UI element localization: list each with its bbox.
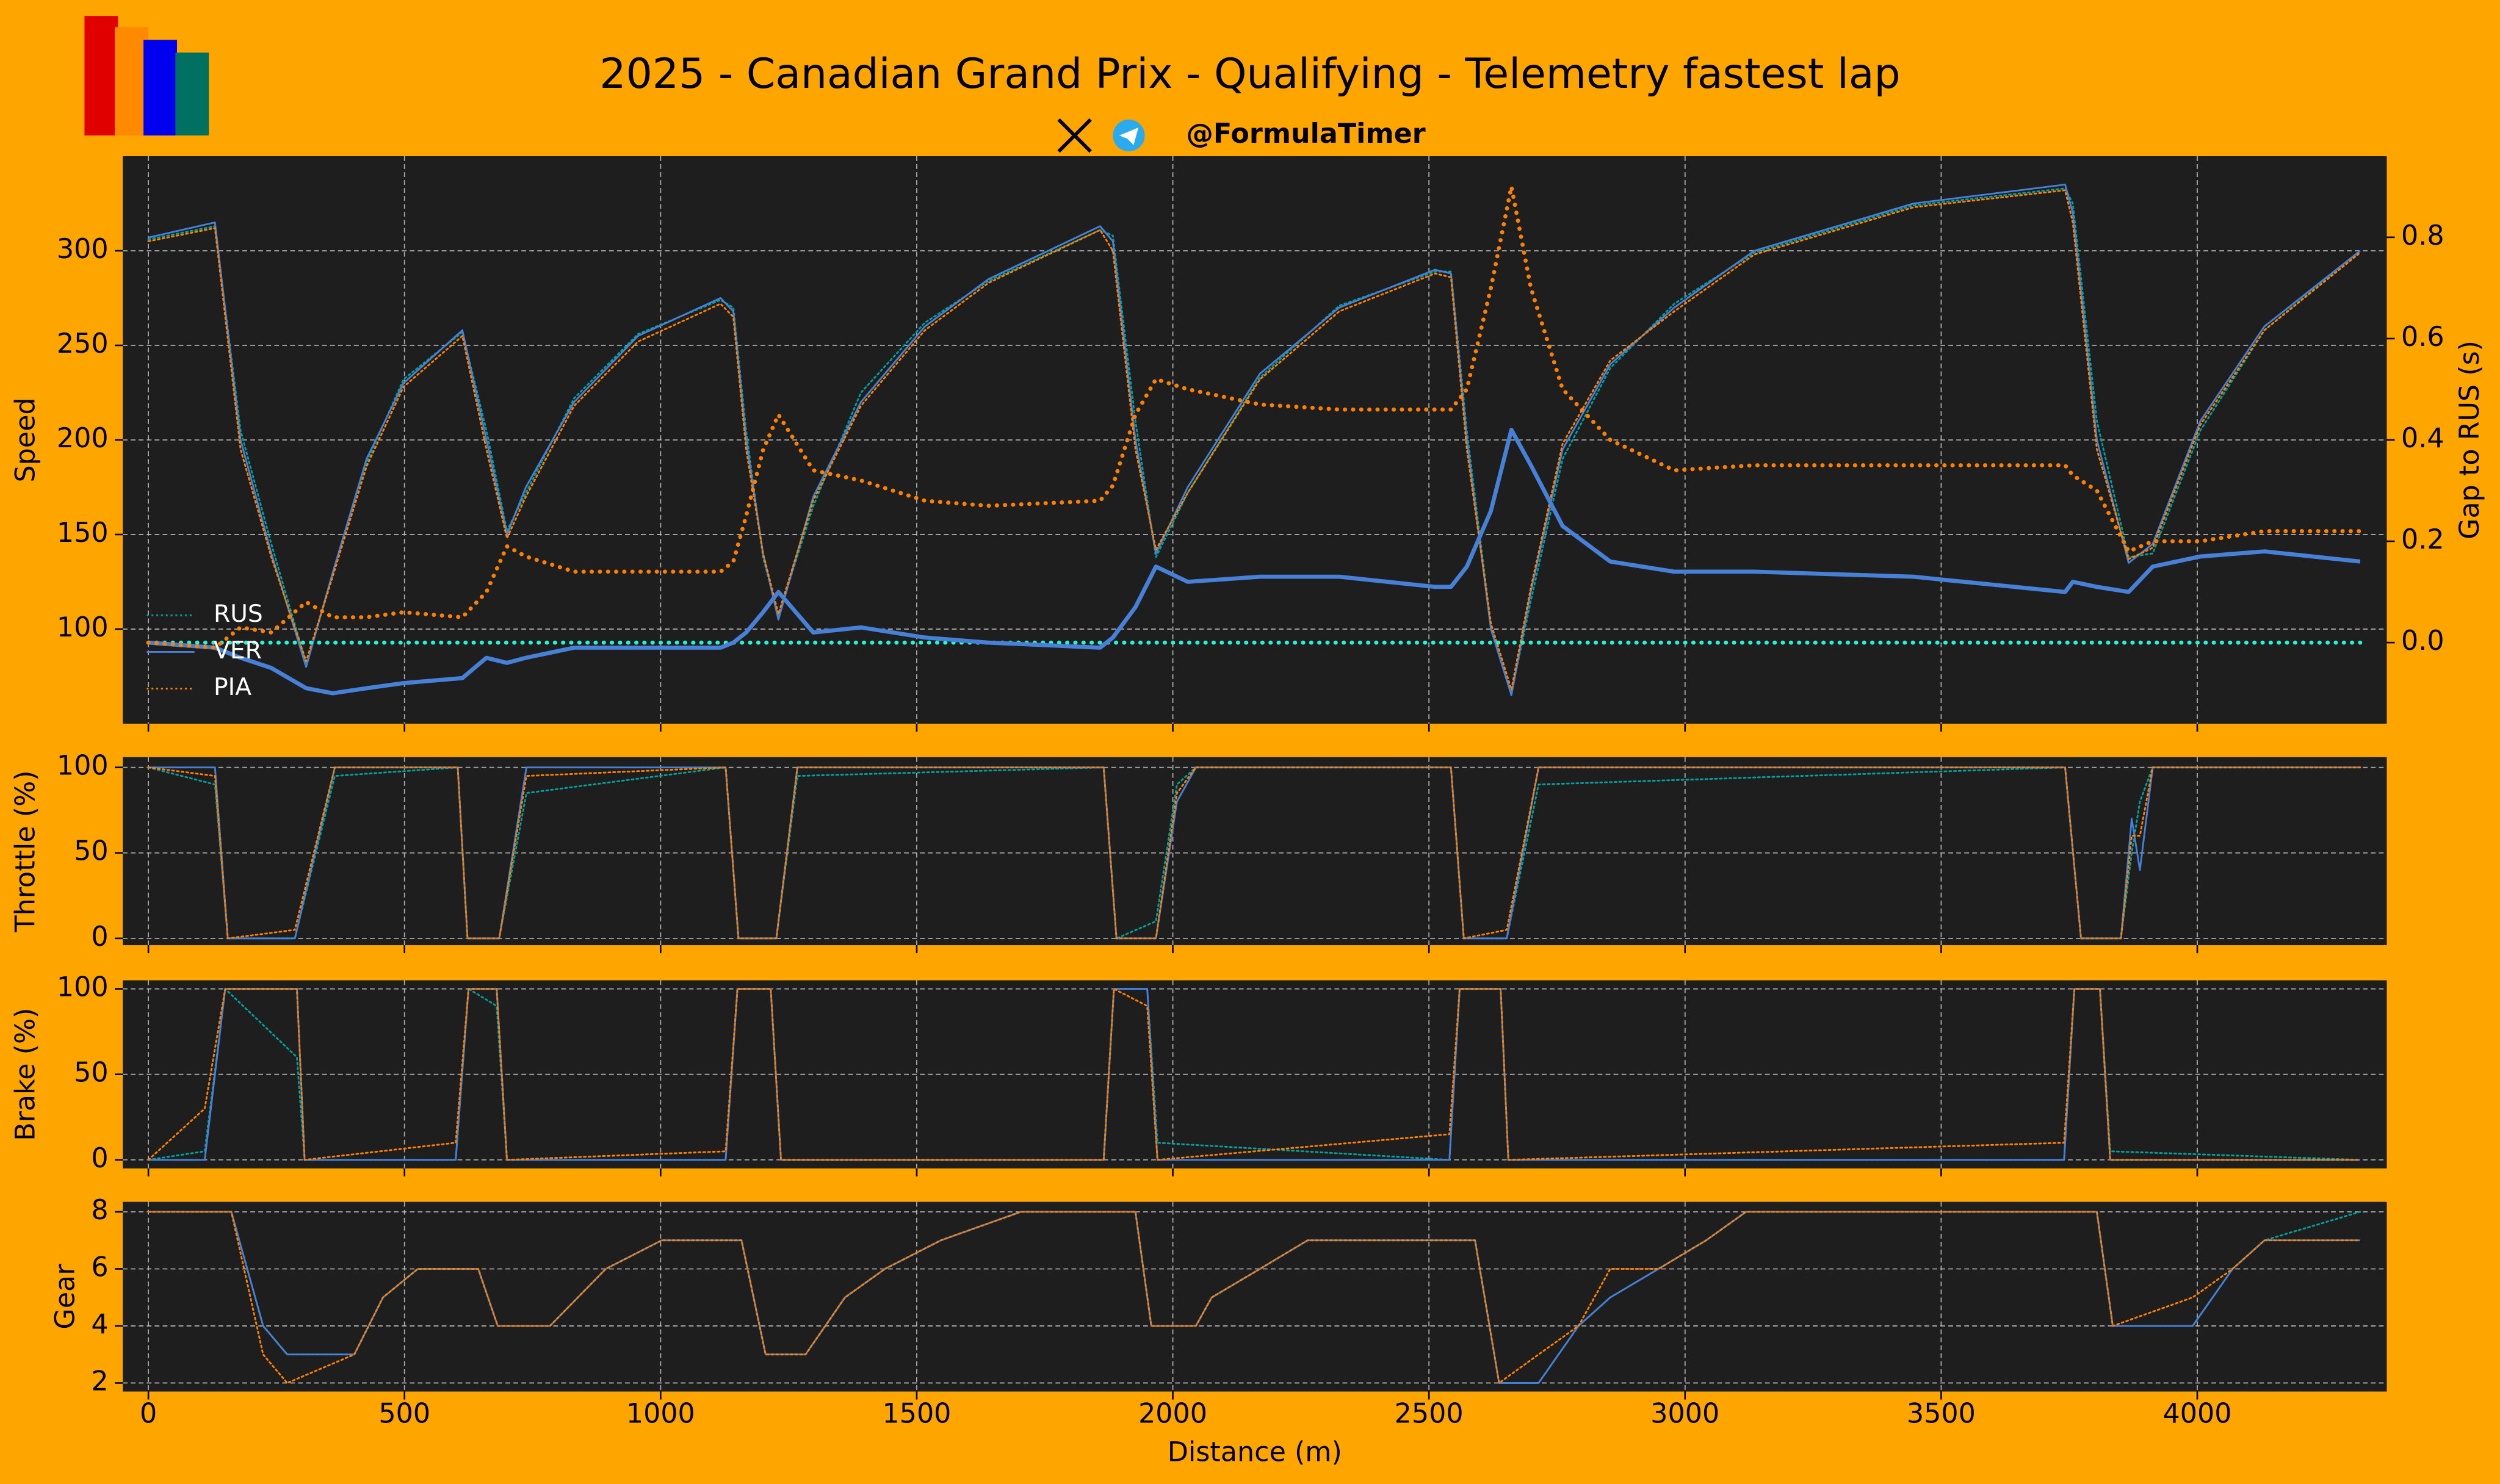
- logo-bar: [143, 40, 177, 136]
- plot-area: [123, 1201, 2387, 1392]
- y-tick-label: 250: [57, 328, 109, 359]
- y-tick-label: 50: [74, 836, 109, 867]
- logo-bar: [84, 16, 118, 136]
- chart-title: 2025 - Canadian Grand Prix - Qualifying …: [599, 50, 1900, 98]
- y-tick-label: 100: [57, 972, 109, 1003]
- y2-tick-label: 0.4: [2401, 423, 2444, 454]
- logo: [84, 16, 209, 136]
- y-tick-label: 2: [91, 1366, 108, 1397]
- x-tick-label: 2500: [1395, 1399, 1464, 1430]
- y-tick-label: 0: [91, 1143, 108, 1174]
- series-line: [147, 988, 2361, 1161]
- telegram-plane: [1119, 127, 1139, 145]
- y-tick-label: 200: [57, 423, 109, 454]
- y-axis-label: Gear: [50, 1264, 81, 1330]
- y-axis-label: Brake (%): [10, 1008, 41, 1141]
- x-tick-label: 2000: [1138, 1399, 1207, 1430]
- y2-tick-label: 0.6: [2401, 322, 2444, 353]
- y-tick-label: 8: [91, 1195, 108, 1226]
- x-axis-label: Distance (m): [1168, 1436, 1342, 1468]
- y-tick-label: 4: [91, 1309, 108, 1340]
- series-line: [147, 189, 2361, 691]
- x-icon: [1057, 118, 1092, 153]
- y-axis-label: Speed: [10, 397, 41, 482]
- x-tick-label: 1000: [626, 1399, 695, 1430]
- series-line: [148, 184, 2361, 696]
- x-tick-label: 500: [378, 1399, 430, 1430]
- y2-axis-label: Gap to RUS (s): [2454, 340, 2485, 539]
- logo-bar: [175, 52, 209, 136]
- y2-tick-label: 0.8: [2401, 220, 2444, 251]
- telegram-icon: [1113, 119, 1145, 152]
- y-tick-label: 100: [57, 612, 109, 643]
- logo-bar: [115, 27, 148, 136]
- series-line: [147, 766, 2361, 940]
- legend-label: RUS: [214, 600, 263, 628]
- x-logo: [1057, 118, 1092, 153]
- handle: @FormulaTimer: [1187, 118, 1426, 149]
- y-tick-label: 100: [57, 751, 109, 782]
- y-tick-label: 150: [57, 517, 109, 549]
- y2-tick-label: 0.0: [2401, 625, 2444, 657]
- plot-area: [123, 757, 2387, 946]
- x-tick-label: 3500: [1907, 1399, 1976, 1430]
- series-line: [147, 1211, 2361, 1384]
- y-tick-label: 6: [91, 1252, 108, 1283]
- x-tick-label: 0: [140, 1399, 157, 1430]
- y-axis-label: Throttle (%): [10, 770, 41, 932]
- legend-label: PIA: [214, 674, 251, 701]
- legend-label: VER: [214, 637, 262, 665]
- gap-line: [146, 184, 2363, 650]
- x-tick-label: 1500: [882, 1399, 951, 1430]
- y-tick-label: 300: [57, 234, 109, 265]
- y2-tick-label: 0.2: [2401, 524, 2444, 555]
- y-tick-label: 50: [74, 1057, 109, 1089]
- x-tick-label: 4000: [2163, 1399, 2232, 1430]
- y-tick-label: 0: [91, 921, 108, 953]
- x-tick-label: 3000: [1650, 1399, 1719, 1430]
- gap-line: [148, 427, 2361, 696]
